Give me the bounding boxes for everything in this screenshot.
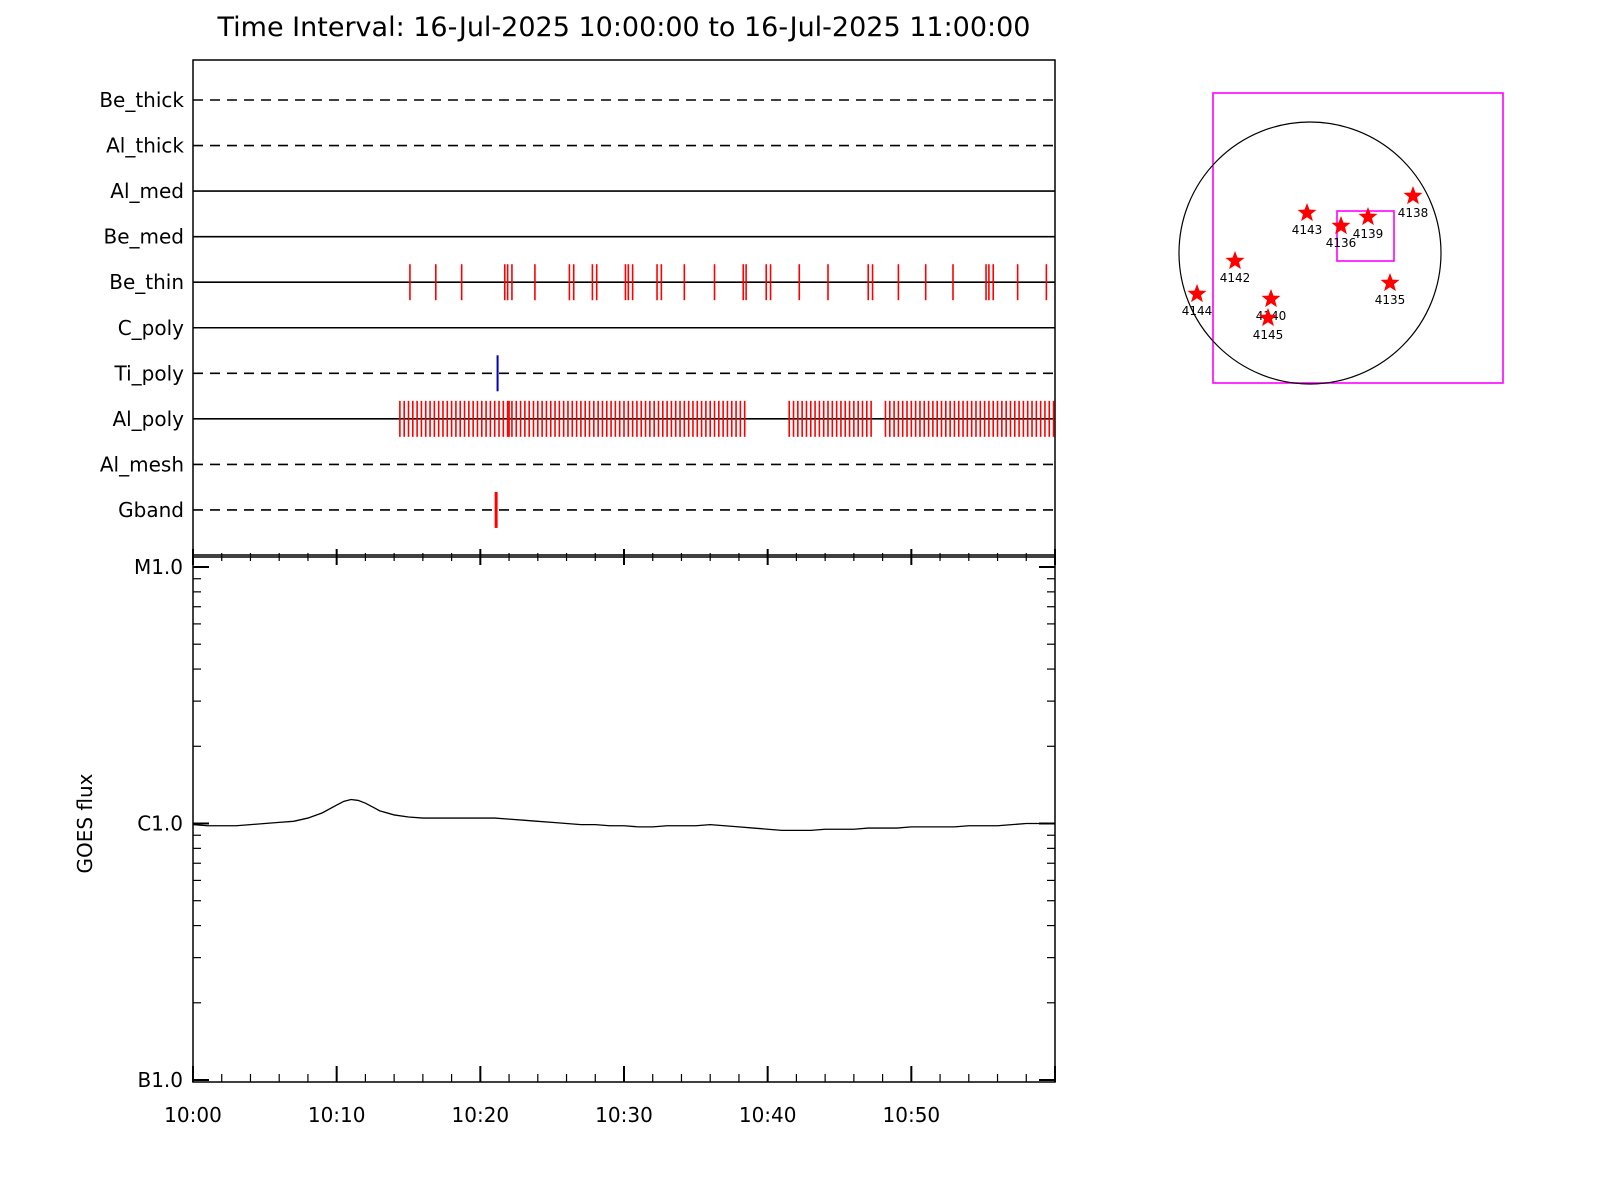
region-label-4136: 4136 (1326, 236, 1357, 250)
filter-row-label-Be_thick: Be_thick (99, 88, 184, 112)
region-label-4144: 4144 (1182, 304, 1213, 318)
y-tick-label: C1.0 (137, 812, 183, 836)
map-target-fov (1336, 210, 1395, 262)
filter-row-label-Ti_poly: Ti_poly (114, 361, 185, 385)
region-star-4144 (1187, 284, 1207, 303)
region-star-4135 (1380, 273, 1400, 292)
filter-row-label-Gband: Gband (118, 498, 184, 522)
region-star-4140 (1261, 289, 1281, 308)
goes-flux-axis-label: GOES flux (73, 773, 97, 873)
region-label-4145: 4145 (1253, 328, 1284, 342)
filter-row-label-Al_poly: Al_poly (112, 407, 184, 431)
region-label-4139: 4139 (1353, 227, 1384, 241)
region-star-4136 (1331, 216, 1351, 235)
goes-flux-curve (192, 798, 1055, 832)
filter-row-label-Al_mesh: Al_mesh (100, 452, 184, 476)
region-star-4138 (1403, 186, 1423, 205)
solar-limb-circle (1178, 121, 1442, 385)
map-outer-fov (1212, 92, 1504, 384)
x-tick-label: 10:00 (164, 1103, 222, 1127)
goes-panel-border (192, 556, 1056, 1083)
region-label-4135: 4135 (1375, 293, 1406, 307)
chart-title: Time Interval: 16-Jul-2025 10:00:00 to 1… (217, 12, 1031, 43)
filter-row-label-C_poly: C_poly (118, 316, 184, 340)
region-label-4142: 4142 (1220, 271, 1251, 285)
x-tick-label: 10:30 (595, 1103, 653, 1127)
region-star-4143 (1297, 203, 1317, 222)
region-label-4143: 4143 (1292, 223, 1323, 237)
region-star-4142 (1225, 251, 1245, 270)
filter-row-label-Al_thick: Al_thick (106, 134, 184, 158)
y-tick-label: M1.0 (134, 555, 183, 579)
region-star-4139 (1358, 207, 1378, 226)
region-star-4145 (1258, 308, 1278, 327)
filter-row-label-Be_med: Be_med (103, 225, 184, 249)
x-tick-label: 10:10 (308, 1103, 366, 1127)
x-tick-label: 10:40 (739, 1103, 797, 1127)
filter-panel-border (192, 59, 1056, 556)
y-tick-label: B1.0 (137, 1068, 183, 1092)
filter-row-label-Al_med: Al_med (110, 179, 184, 203)
x-tick-label: 10:50 (883, 1103, 941, 1127)
filter-row-label-Be_thin: Be_thin (109, 270, 184, 294)
region-label-4138: 4138 (1398, 206, 1429, 220)
x-tick-label: 10:20 (452, 1103, 510, 1127)
